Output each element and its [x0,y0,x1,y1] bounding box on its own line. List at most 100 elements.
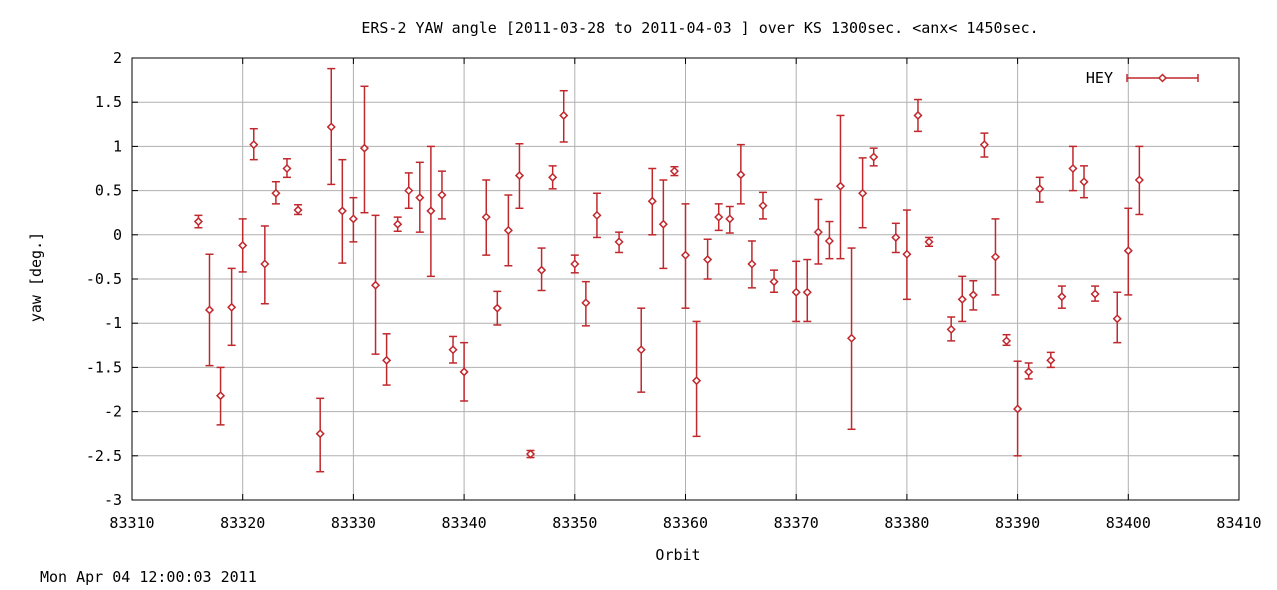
data-point-marker [669,166,679,176]
data-point [326,67,336,186]
y-tick-label: 1.5 [95,93,122,111]
data-point-marker [846,333,857,343]
data-point-marker [326,122,336,132]
data-point [658,179,668,270]
data-point [271,181,281,205]
data-point [791,260,801,323]
data-point [858,157,868,229]
data-point [703,238,713,280]
y-tick-label: -2.5 [86,447,122,465]
data-point [1079,165,1089,199]
data-point [204,253,215,367]
data-point [946,316,956,342]
data-point-marker [1112,314,1122,324]
data-point [957,275,967,323]
x-tick-label: 83410 [1216,514,1261,532]
data-point [869,147,879,167]
x-axis-label: Orbit [655,546,700,564]
data-point [1013,360,1023,457]
data-point [1001,333,1012,347]
data-point [249,127,259,161]
data-point-marker [1013,404,1023,414]
data-point-marker [537,265,547,275]
data-point-marker [703,254,713,265]
data-point [747,240,757,289]
x-tick-label: 83330 [331,514,376,532]
data-point-marker [769,277,779,287]
data-point-marker [525,449,536,459]
y-tick-label: 2 [113,49,122,67]
data-point-marker [592,210,602,220]
data-point [559,89,569,143]
data-point-marker [979,140,989,150]
data-point [968,280,978,311]
data-point [924,236,934,248]
data-point [614,231,624,254]
y-tick-label: 1 [113,137,122,155]
data-point [548,165,558,190]
legend-sample-errorbar [1126,73,1199,83]
data-point [404,172,414,210]
data-point [426,145,436,278]
data-point [1123,207,1133,296]
data-point [359,85,370,214]
data-point [1134,145,1144,216]
data-point [902,209,912,301]
data-point-marker [692,376,702,386]
data-point-marker [802,287,812,297]
legend: HEY [1086,69,1199,87]
data-point [537,247,547,292]
data-point-marker [1134,175,1144,185]
data-point-marker [1079,177,1089,187]
data-point-marker [957,294,967,304]
data-point [1112,291,1122,344]
data-point-marker [636,345,646,355]
data-point [415,161,425,233]
data-point-marker [647,196,657,206]
data-point-marker [315,429,325,439]
data-point [459,341,469,402]
data-point [570,254,580,274]
data-point [238,218,248,273]
data-point-marker [813,227,823,237]
x-tick-label: 83360 [663,514,708,532]
data-point [846,247,857,431]
data-point [315,397,325,473]
data-point [382,333,392,386]
legend-marker [1157,73,1168,83]
data-point-marker [968,290,978,300]
data-point [1057,285,1067,309]
x-tick-label: 83400 [1106,514,1151,532]
axis-ticks: 83310 83320 83330 83340 83350 83360 83370 83380… [86,49,1262,532]
data-point-marker [271,188,281,198]
data-point-marker [902,249,912,259]
data-point [448,335,458,364]
legend-label-hey: HEY [1086,69,1113,87]
data-point [680,203,691,309]
data-point-marker [758,201,768,211]
data-point-marker [658,219,668,229]
data-point-marker [1090,289,1100,299]
x-tick-label: 83370 [774,514,819,532]
data-point-marker [913,110,923,121]
y-tick-label: -1.5 [86,358,122,376]
timestamp: Mon Apr 04 12:00:03 2011 [40,568,257,586]
data-point-marker [481,212,491,222]
data-point [525,449,536,459]
data-point-marker [337,206,347,216]
data-point [437,170,447,220]
x-tick-label: 83320 [220,514,265,532]
data-point-marker [680,250,691,260]
data-point-marker [348,214,358,224]
data-point-marker [548,172,558,182]
data-point-marker [581,298,591,308]
data-series [193,67,1144,473]
data-point [891,222,901,254]
data-point-marker [1001,336,1012,346]
y-tick-label: -0.5 [86,270,122,288]
data-point [503,194,513,267]
y-tick-label: 0 [113,226,122,244]
data-point-marker [990,252,1001,262]
data-point [337,158,347,264]
data-point [1035,176,1045,203]
